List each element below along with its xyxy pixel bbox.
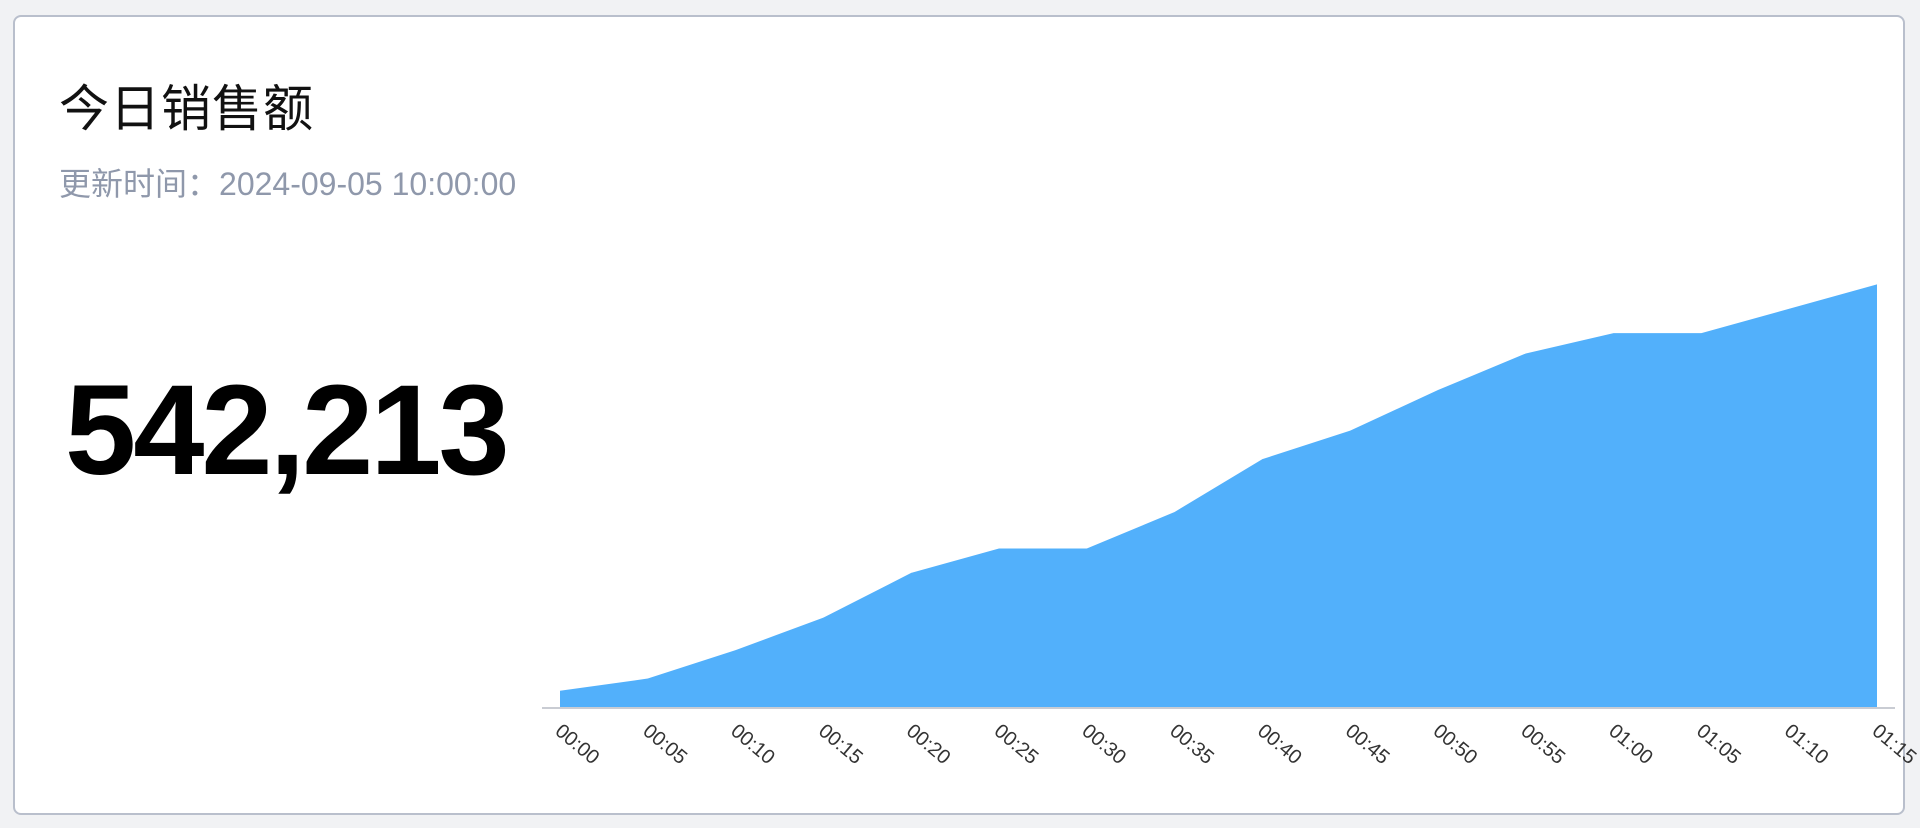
x-tick-label: 00:25	[990, 720, 1042, 769]
x-tick-label: 00:00	[551, 720, 603, 769]
x-tick-label: 00:20	[902, 720, 954, 769]
x-tick-label: 00:35	[1165, 720, 1217, 769]
sales-card: 今日销售额 更新时间：2024-09-05 10:00:00 542,213 0…	[13, 15, 1920, 815]
x-tick-label: 00:15	[814, 720, 866, 769]
update-time-label: 更新时间：	[59, 165, 220, 203]
area-series	[560, 284, 1877, 707]
x-tick-label: 01:10	[1780, 720, 1832, 769]
x-tick-label: 01:15	[1868, 720, 1920, 769]
x-tick-label: 00:40	[1253, 720, 1305, 769]
x-tick-label: 00:50	[1429, 720, 1481, 769]
sales-area-chart: 00:00 00:05 00:10 00:15 00:20 00:25 00:30 00:35…	[542, 284, 1920, 769]
x-tick-label: 00:30	[1078, 720, 1130, 769]
x-tick-label: 01:00	[1604, 720, 1656, 769]
x-tick-label: 00:05	[639, 720, 691, 769]
update-time: 更新时间：2024-09-05 10:00:00	[59, 159, 516, 205]
x-tick-label: 01:05	[1692, 720, 1744, 769]
update-time-value: 2024-09-05 10:00:00	[219, 166, 517, 202]
x-tick-label: 00:45	[1341, 720, 1393, 769]
x-tick-label: 00:55	[1517, 720, 1569, 769]
x-tick-label: 00:10	[726, 720, 778, 769]
card-title: 今日销售额	[59, 80, 314, 138]
sales-total-value: 542,213	[65, 359, 510, 502]
